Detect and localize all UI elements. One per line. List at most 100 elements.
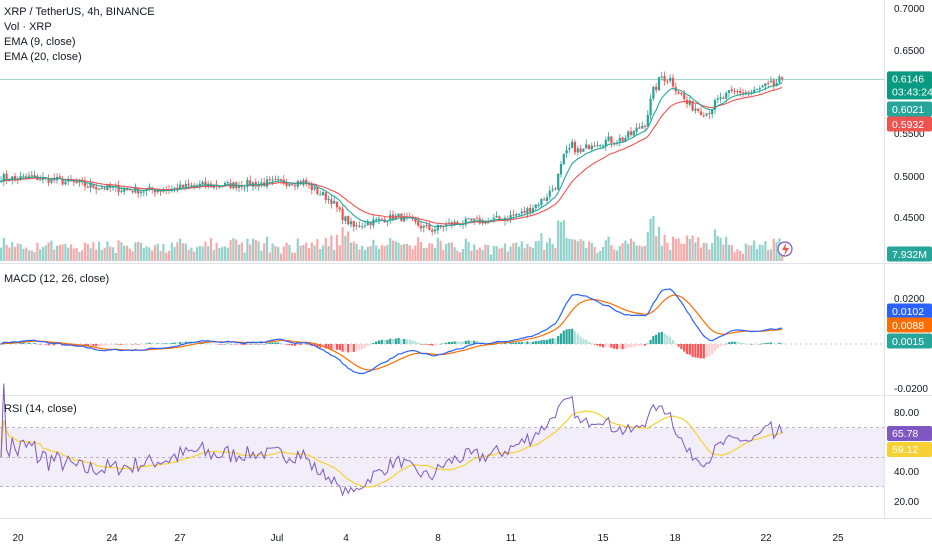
candle-body (344, 216, 347, 221)
volume-bar (375, 245, 378, 261)
volume-bar (733, 252, 736, 261)
volume-bar (333, 249, 336, 261)
volume-bar (473, 244, 476, 261)
volume-bar (512, 243, 515, 261)
volume-bar (713, 229, 717, 261)
candle-body (697, 108, 700, 111)
rsi-legend[interactable]: RSI (14, close) (4, 403, 77, 415)
volume-bar (327, 245, 330, 261)
candle-body (713, 100, 717, 110)
candle-body (523, 210, 526, 213)
macd-histogram-bar (302, 344, 305, 345)
volume-bar (44, 245, 47, 261)
candle-body (187, 183, 190, 186)
volume-bar (414, 245, 417, 261)
candle-body (660, 76, 663, 78)
macd-histogram-bar (685, 344, 689, 354)
price-tick-label: 0.7000 (894, 4, 925, 15)
rsi-tick-label: 80.00 (894, 408, 919, 419)
volume-bar (165, 252, 168, 261)
macd-histogram-bar (327, 344, 330, 349)
macd-histogram-bar (86, 344, 89, 346)
macd-legend[interactable]: MACD (12, 26, close) (4, 273, 110, 285)
candle-body (349, 221, 353, 225)
macd-histogram-bar (526, 341, 529, 344)
candle-body (515, 214, 518, 216)
volume-bar (747, 245, 750, 261)
macd-histogram-bar (663, 333, 666, 344)
volume-bar (632, 241, 635, 261)
volume-legend[interactable]: Vol · XRP (4, 21, 52, 33)
macd-histogram-bar (282, 343, 285, 345)
volume-bar (5, 244, 8, 261)
macd-histogram-bar (727, 342, 731, 344)
last-price-tag-bg (887, 71, 932, 100)
candle-body (691, 100, 694, 111)
ema9-legend[interactable]: EMA (9, close) (4, 36, 76, 48)
candle-body (39, 179, 42, 181)
candle-body (755, 88, 759, 90)
macd-histogram-bar (47, 344, 50, 346)
candle-body (89, 183, 92, 188)
price-tick-label: 0.4500 (894, 213, 925, 224)
macd-histogram-bar (254, 344, 257, 345)
macd-histogram-bar (240, 344, 243, 345)
candle-body (683, 93, 686, 100)
volume-bar (36, 242, 39, 261)
candle-body (193, 185, 196, 187)
candle-body (739, 90, 742, 93)
macd-histogram-bar (36, 343, 39, 345)
volume-bar (705, 243, 708, 261)
rsi-value-tag-bg (887, 426, 932, 441)
symbol-title[interactable]: XRP / TetherUS, 4h, BINANCE (4, 6, 155, 18)
macd-histogram-bar (629, 344, 633, 348)
macd-histogram-bar (335, 344, 339, 350)
macd-histogram-bar (447, 341, 451, 344)
macd-histogram-bar (641, 344, 644, 346)
rsi-tick-label: 20.00 (894, 497, 919, 508)
countdown-tag: 03:43:24 (892, 86, 932, 98)
volume-bar (727, 244, 731, 261)
candle-body (327, 198, 330, 201)
ema20-legend[interactable]: EMA (20, close) (4, 51, 82, 63)
volume-bar (503, 243, 507, 261)
macd-histogram-bar (638, 344, 641, 346)
macd-histogram-bar (358, 344, 361, 351)
candle-body (436, 225, 439, 231)
volume-bar (106, 241, 109, 261)
volume-bar (58, 244, 61, 261)
macd-histogram-bar (512, 342, 515, 344)
candle-body (699, 111, 703, 116)
candle-body (61, 179, 64, 185)
macd-histogram-bar (41, 344, 45, 345)
macd-histogram-bar (249, 344, 252, 345)
macd-histogram-bar (181, 342, 185, 344)
macd-histogram-bar (467, 340, 470, 344)
volume-bar (22, 248, 25, 261)
candle-body (335, 201, 339, 208)
volume-bar (8, 247, 11, 261)
macd-histogram-bar (100, 344, 103, 346)
macd-histogram-bar (691, 344, 694, 357)
volume-bar (607, 236, 610, 261)
volume-bar (103, 247, 106, 261)
macd-histogram-bar (761, 343, 764, 345)
volume-bar (100, 250, 103, 261)
macd-histogram-bar (705, 344, 708, 358)
candle-body (627, 131, 630, 138)
volume-bar (316, 239, 319, 261)
candle-body (305, 179, 308, 185)
candle-body (475, 218, 479, 220)
candle-body (190, 185, 193, 187)
macd-histogram-bar (545, 339, 549, 344)
candle-body (33, 175, 36, 177)
macd-histogram-bar (414, 341, 417, 344)
macd-histogram-bar (643, 344, 647, 346)
volume-bar (363, 249, 367, 261)
macd-histogram-bar (697, 344, 700, 358)
volume-bar (610, 245, 613, 261)
macd-histogram-bar (117, 344, 120, 345)
macd-histogram-bar (585, 339, 588, 344)
macd-histogram-bar (106, 344, 109, 345)
